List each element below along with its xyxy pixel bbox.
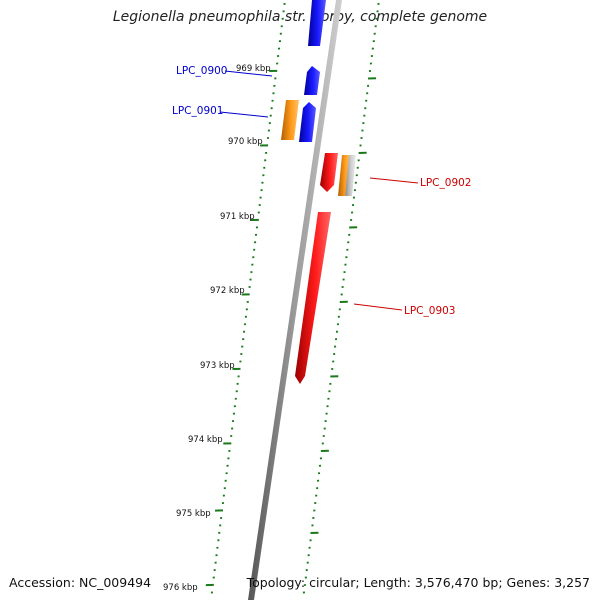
map-title: Legionella pneumophila str. Corby, compl… [112, 9, 488, 25]
gene-feature-lpc-0902 [320, 153, 338, 192]
leader-line-lpc-0902 [369, 177, 419, 184]
leader-line-lpc-0900 [224, 70, 273, 77]
leader-line-lpc-0903 [353, 303, 403, 311]
rna-feature-lpc-0901 [281, 100, 299, 140]
gene-label-lpc-0901[interactable]: LPC_0901 [172, 105, 224, 117]
gene-label-lpc-0903[interactable]: LPC_0903 [404, 305, 456, 317]
gene-feature-lpc-0901 [299, 102, 316, 142]
scale-label-971: 971 kbp [220, 212, 255, 222]
gene-label-lpc-0900[interactable]: LPC_0900 [176, 65, 228, 77]
scale-label-970: 970 kbp [228, 137, 263, 147]
gene-label-lpc-0902[interactable]: LPC_0902 [420, 177, 472, 189]
scale-label-976: 976 kbp [163, 583, 198, 593]
scale-label-972: 972 kbp [210, 286, 245, 296]
other-feature-lpc-0902 [345, 155, 356, 196]
gene-feature-lpc-0900 [304, 66, 320, 95]
scale-label-975: 975 kbp [176, 509, 211, 519]
genome-backbone [248, 0, 342, 600]
genome-summary-text: Topology: circular; Length: 3,576,470 bp… [246, 575, 590, 590]
leader-line-lpc-0901 [219, 111, 269, 118]
scale-label-969: 969 kbp [236, 64, 271, 74]
accession-text: Accession: NC_009494 [9, 575, 152, 590]
scale-tick-track-left [205, 2, 286, 594]
scale-label-973: 973 kbp [200, 361, 235, 371]
gene-feature-lpc-0903 [295, 212, 331, 384]
gene-feature-top [308, 0, 326, 46]
scale-tick-track-right [302, 2, 380, 594]
scale-label-974: 974 kbp [188, 435, 223, 445]
